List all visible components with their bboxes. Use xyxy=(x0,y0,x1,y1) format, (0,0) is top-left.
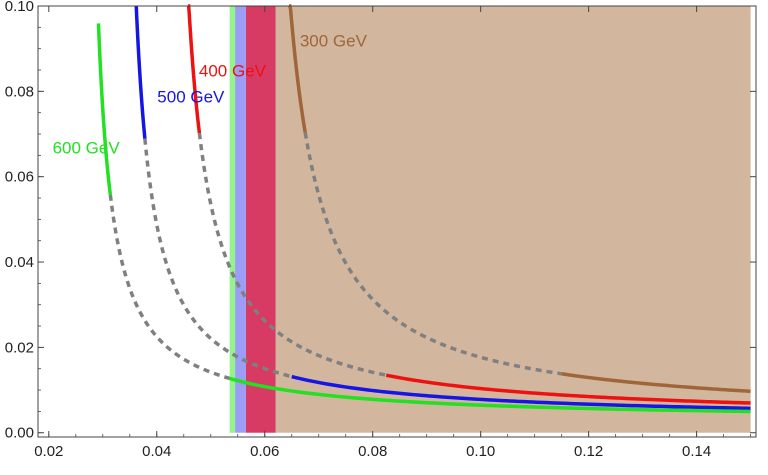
y-tick-label: 0.06 xyxy=(5,169,34,186)
curve-500-gev-start xyxy=(136,6,145,139)
curve-400-gev-start xyxy=(188,6,199,133)
x-tick-label: 0.02 xyxy=(34,443,63,460)
x-tick-label: 0.06 xyxy=(250,443,279,460)
x-tick-label: 0.10 xyxy=(466,443,495,460)
shaded-regions xyxy=(230,6,751,433)
curve-600-gev-dashed xyxy=(110,195,229,379)
curve-600-gev-start xyxy=(98,23,110,194)
label-500-gev: 500 GeV xyxy=(157,87,225,106)
x-tick-label: 0.14 xyxy=(682,443,711,460)
y-tick-label: 0.08 xyxy=(5,83,34,100)
label-600-gev: 600 GeV xyxy=(53,139,121,158)
y-tick-label: 0.00 xyxy=(5,425,34,442)
y-tick-label: 0.04 xyxy=(5,254,34,271)
y-tick-label: 0.10 xyxy=(5,0,34,15)
x-tick-label: 0.08 xyxy=(358,443,387,460)
label-300-gev: 300 GeV xyxy=(300,32,368,51)
region-0 xyxy=(276,6,751,433)
y-tick-label: 0.02 xyxy=(5,339,34,356)
x-tick-label: 0.04 xyxy=(142,443,171,460)
label-400-gev: 400 GeV xyxy=(199,61,267,80)
x-tick-label: 0.12 xyxy=(574,443,603,460)
